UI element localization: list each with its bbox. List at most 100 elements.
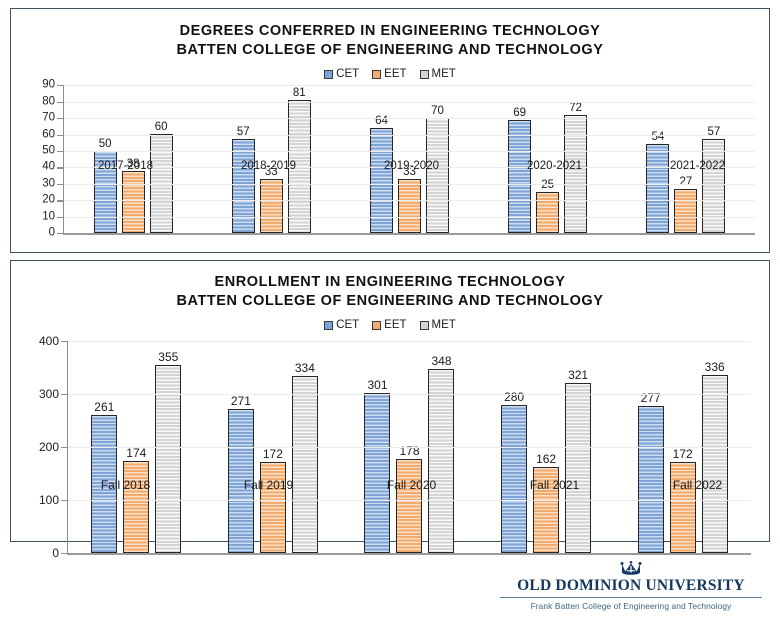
bar-met[interactable]: 321 <box>565 369 592 554</box>
bar-wrapper: 81 <box>287 85 311 234</box>
bar-group: 64 33 70 <box>369 85 449 234</box>
bar-group: 261 174 355 <box>91 341 182 554</box>
odu-logo-rule <box>500 596 762 598</box>
bar-value-label: 50 <box>98 137 112 150</box>
bar-cet[interactable]: 50 <box>93 138 117 234</box>
bar-met[interactable]: 72 <box>564 102 588 234</box>
bar-eet[interactable]: 33 <box>397 166 421 234</box>
bar-wrapper: 27 <box>674 85 698 234</box>
bar-eet[interactable]: 178 <box>396 445 423 554</box>
degrees-bars-area: 50 38 60 57 33 81 64 33 70 69 25 72 54 27 57 <box>64 85 755 234</box>
y-tick-label: 30 <box>42 177 55 190</box>
bar-wrapper: 60 <box>149 85 173 234</box>
bar-wrapper: 178 <box>396 341 423 554</box>
bar-cet[interactable]: 261 <box>91 401 118 554</box>
y-tick-label: 100 <box>38 493 59 508</box>
enrollment-y-axis: 0 100 200 300 400 <box>25 335 67 559</box>
y-tick-mark <box>61 553 67 555</box>
enrollment-bars-area: 261 174 355 271 172 334 301 178 348 280 162 321 277 1… <box>68 341 751 554</box>
bar-cet[interactable]: 69 <box>508 107 532 234</box>
bar-met[interactable]: 70 <box>425 105 449 234</box>
bar-met[interactable]: 81 <box>287 87 311 234</box>
bar-met[interactable]: 60 <box>149 121 173 234</box>
bar-met[interactable]: 57 <box>702 126 726 234</box>
bar-value-label: 70 <box>431 104 444 117</box>
y-tick-mark <box>57 101 63 103</box>
gridline <box>64 134 755 136</box>
bar-eet[interactable]: 25 <box>536 179 560 234</box>
bar-value-label: 57 <box>236 125 250 138</box>
y-tick-mark <box>61 394 67 396</box>
y-tick-mark <box>57 85 63 87</box>
gridline <box>64 200 755 202</box>
legend-item-eet: EET <box>372 68 407 81</box>
legend-label-met: MET <box>431 68 456 81</box>
y-tick-mark <box>57 216 63 218</box>
y-tick-mark <box>61 447 67 449</box>
bar-value-label: 60 <box>154 120 168 133</box>
x-axis-line <box>63 233 755 235</box>
bar-eet[interactable]: 172 <box>259 448 286 554</box>
enrollment-plot-area: 0 100 200 300 400 261 174 355 271 172 334 301 178 34… <box>25 335 751 559</box>
degrees-title-line-2: BATTEN COLLEGE OF ENGINEERING AND TECHNO… <box>176 42 604 59</box>
bar-met[interactable]: 348 <box>428 355 455 554</box>
bar-wrapper: 336 <box>701 341 728 554</box>
bar-wrapper: 355 <box>155 341 182 554</box>
enrollment-y-axis-line <box>67 341 69 554</box>
x-axis-label: Fall 2018 <box>100 478 151 492</box>
bar-value-label: 33 <box>264 165 278 178</box>
bar-value-label: 271 <box>230 394 251 409</box>
bar-cet[interactable]: 280 <box>501 391 528 554</box>
bar-met[interactable]: 355 <box>155 351 182 554</box>
bar-eet[interactable]: 33 <box>259 166 283 234</box>
y-tick-mark <box>57 151 63 153</box>
legend-label-eet: EET <box>384 68 407 81</box>
legend-label-cet: CET <box>336 319 360 332</box>
bar-wrapper: 277 <box>637 341 664 554</box>
bar-wrapper: 33 <box>259 85 283 234</box>
legend-swatch-eet-icon <box>372 69 382 79</box>
bar-value-label: 301 <box>367 378 388 393</box>
bar-group: 69 25 72 <box>508 85 588 234</box>
x-axis-label: 2021-2022 <box>670 160 725 172</box>
bar-met[interactable]: 336 <box>701 361 728 554</box>
y-tick-label: 40 <box>42 160 55 173</box>
bar-value-label: 277 <box>640 391 661 406</box>
bar-eet[interactable]: 38 <box>121 158 145 234</box>
gridline <box>68 394 751 396</box>
bar-group: 301 178 348 <box>364 341 455 554</box>
bar-cet[interactable]: 64 <box>369 115 393 234</box>
bar-cet[interactable]: 54 <box>646 131 670 234</box>
degrees-plot-area: 0 10 20 30 40 50 60 70 80 90 50 38 60 57 33 81 64 33 70 69… <box>21 79 755 238</box>
legend-swatch-met-icon <box>419 69 429 79</box>
crown-icon <box>620 560 642 575</box>
legend-item-met: MET <box>419 68 456 81</box>
bar-wrapper: 280 <box>501 341 528 554</box>
bar-cet[interactable]: 301 <box>364 379 391 554</box>
bar-group: 271 172 334 <box>227 341 318 554</box>
bar-eet[interactable]: 172 <box>669 448 696 554</box>
gridline <box>64 101 755 103</box>
bar-wrapper: 172 <box>669 341 696 554</box>
bar-met[interactable]: 334 <box>291 362 318 554</box>
bar-cet[interactable]: 271 <box>227 395 254 554</box>
bar-eet[interactable]: 174 <box>123 447 150 554</box>
x-axis-label: 2019-2020 <box>384 160 439 172</box>
x-axis-line <box>67 553 751 555</box>
bar-wrapper: 321 <box>565 341 592 554</box>
bar-eet[interactable]: 27 <box>674 176 698 234</box>
bar-value-label: 172 <box>262 447 283 462</box>
bar-wrapper: 301 <box>364 341 391 554</box>
bar-cet[interactable]: 57 <box>231 126 255 234</box>
x-axis-label: 2018-2019 <box>241 160 296 172</box>
bar-wrapper: 174 <box>123 341 150 554</box>
enrollment-title-line-2: BATTEN COLLEGE OF ENGINEERING AND TECHNO… <box>176 293 604 310</box>
bar-eet[interactable]: 162 <box>533 453 560 554</box>
bar-value-label: 162 <box>536 452 557 467</box>
y-tick-label: 400 <box>38 334 59 349</box>
legend-label-cet: CET <box>336 68 360 81</box>
bar-cet[interactable]: 277 <box>637 392 664 554</box>
y-tick-mark <box>57 200 63 202</box>
y-tick-mark <box>57 233 63 235</box>
degrees-y-axis-line <box>63 85 65 234</box>
